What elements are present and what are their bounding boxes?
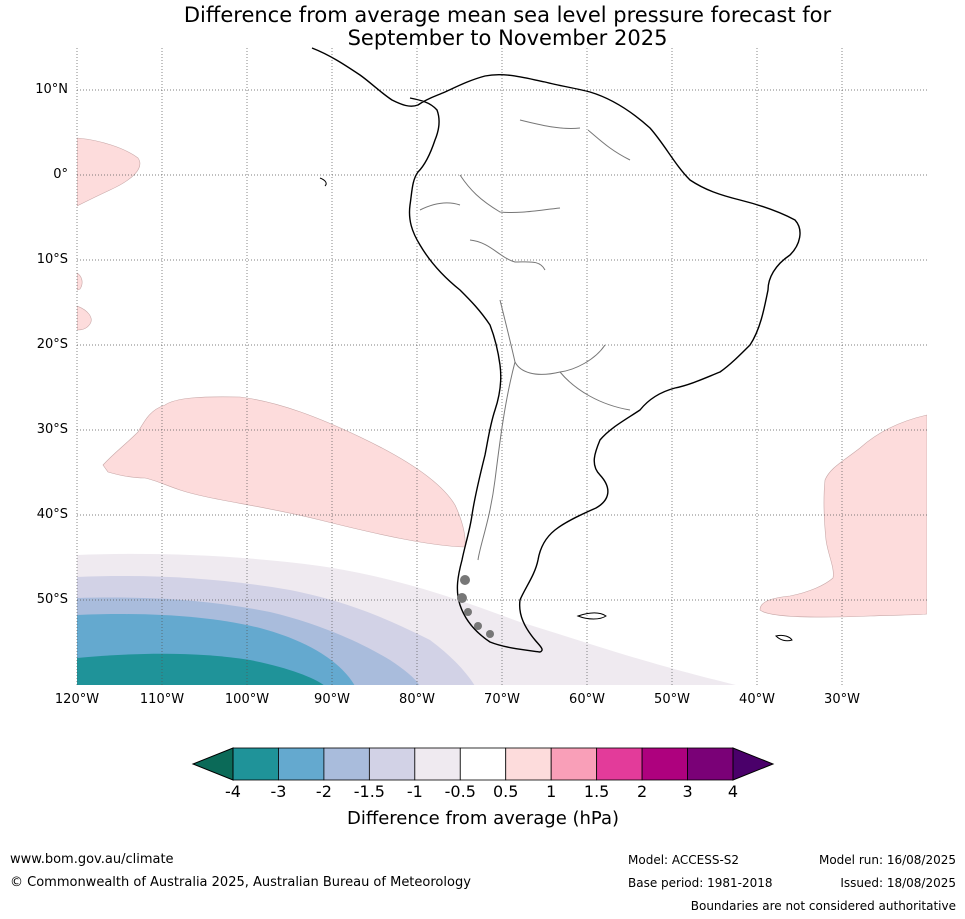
anomaly-patch-plus-0.5-south-pacific [102,396,466,548]
lat-label-0: 0° [53,167,68,182]
chilean-fjords [457,575,494,638]
colorbar-tick-label: 1.5 [583,782,610,801]
lat-label-40s: 40°S [36,507,68,522]
lon-label-100w: 100°W [224,692,270,707]
anomaly-band-minus-3 [77,653,324,685]
colorbar-title: Difference from average (hPa) [346,808,620,829]
anomaly-patch-plus-0.5-equatorial [77,137,141,207]
colorbar-under-arrow [191,747,234,781]
lat-label-30s: 30°S [36,422,68,437]
colorbar-tick-label: -1.5 [353,782,385,801]
colorbar-tick-label: -4 [225,782,241,801]
colorbar-over-arrow [732,747,775,781]
colorbar-segment-3 [368,747,416,781]
footer-model-run: Model run: 16/08/2025 [818,853,956,867]
colorbar-tick-label: -1 [406,782,423,801]
footer-disclaimer: Boundaries are not considered authoritat… [690,899,956,913]
colorbar-segment-9 [641,747,688,781]
south-america-coastline [311,47,801,653]
map-title-line-1: Difference from average mean sea level p… [183,3,832,27]
anomaly-patch-plus-0.5-tiny-west [77,272,83,291]
lon-label-60w: 60°W [569,692,605,707]
colorbar-segment-5 [459,747,507,781]
colorbar-segment-2 [323,747,370,781]
colorbar-segment-1 [278,747,325,781]
lon-label-80w: 80°W [399,692,435,707]
country-borders [419,119,631,561]
colorbar-segment-7 [550,747,598,781]
lon-label-70w: 70°W [484,692,520,707]
lon-label-120w: 120°W [54,692,100,707]
colorbar-segment-8 [596,747,643,781]
colorbar-tick-label: 2 [636,782,648,801]
lon-label-40w: 40°W [739,692,775,707]
colorbar-tick-label: -2 [315,782,332,801]
colorbar-segment-4 [414,747,461,781]
map-title-line-2: September to November 2025 [347,26,668,50]
pressure-anomaly-map [76,47,927,685]
lat-label-50s: 50°S [36,592,68,607]
lon-label-110w: 110°W [139,692,185,707]
colorbar-segment-10 [687,747,734,781]
lat-label-20s: 20°S [36,337,68,352]
colorbar-tick-label: -0.5 [444,782,476,801]
colorbar-tick-label: 4 [727,782,739,801]
lat-label-10s: 10°S [36,252,68,267]
lat-label-10n: 10°N [35,82,68,97]
anomaly-patch-plus-0.5-south-atlantic [759,414,927,618]
map-title: Difference from average mean sea level p… [0,4,965,50]
lon-label-50w: 50°W [654,692,690,707]
colorbar-tick-label: 1 [546,782,557,801]
colorbar-tick-label: 3 [682,782,693,801]
anomaly-patch-plus-0.5-small-west [77,305,92,331]
lon-label-30w: 30°W [824,692,860,707]
footer-copyright: © Commonwealth of Australia 2025, Austra… [10,875,471,890]
footer-website: www.bom.gov.au/climate [10,852,174,867]
colorbar-segment-0 [232,747,279,781]
lon-label-90w: 90°W [314,692,350,707]
footer-issued: Issued: 18/08/2025 [840,876,956,890]
footer-base-period: Base period: 1981-2018 [628,876,773,890]
graticule [76,48,927,685]
footer-model: Model: ACCESS-S2 [628,853,740,867]
colorbar-tick-label: -3 [270,782,287,801]
islands [319,177,793,642]
colorbar-segment-6 [505,747,552,781]
colorbar-tick-label: 0.5 [492,782,519,801]
